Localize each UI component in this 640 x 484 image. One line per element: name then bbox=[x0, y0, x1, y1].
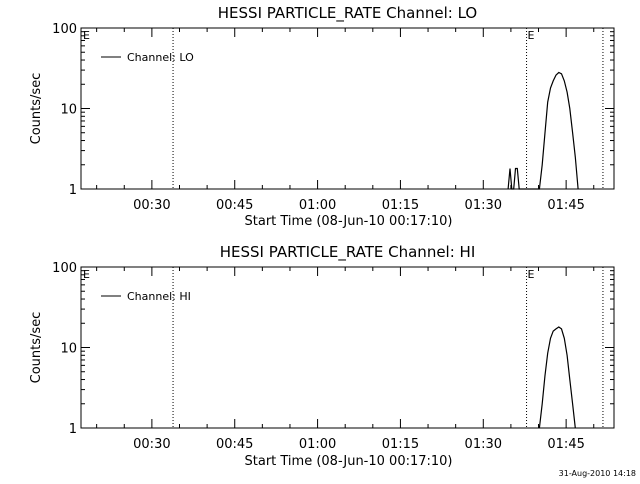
legend-label: Channel: HI bbox=[127, 290, 191, 303]
series-line-hi bbox=[538, 326, 576, 429]
x-tick-label: 01:15 bbox=[382, 437, 419, 452]
x-tick-label: 00:45 bbox=[216, 198, 253, 213]
y-tick-label: 100 bbox=[52, 261, 77, 276]
corner-label: E bbox=[83, 29, 90, 42]
y-tick-label: 100 bbox=[52, 22, 77, 37]
event-marker-label: E bbox=[528, 268, 535, 281]
chart-title: HESSI PARTICLE_RATE Channel: HI bbox=[220, 243, 476, 262]
y-axis-label: Counts/sec bbox=[29, 73, 44, 145]
x-axis-label: Start Time (08-Jun-10 00:17:10) bbox=[245, 214, 453, 229]
x-tick-label: 01:45 bbox=[547, 198, 584, 213]
legend-label: Channel: LO bbox=[127, 51, 194, 64]
series-line-lo bbox=[507, 71, 579, 190]
x-tick-label: 01:00 bbox=[299, 198, 336, 213]
y-axis-label: Counts/sec bbox=[29, 312, 44, 384]
x-tick-label: 01:30 bbox=[465, 437, 502, 452]
x-tick-label: 00:30 bbox=[133, 198, 170, 213]
event-marker-label: E bbox=[528, 29, 535, 42]
panel-lo: HESSI PARTICLE_RATE Channel: LO 00:30 00:4… bbox=[29, 4, 615, 229]
y-tick-label: 10 bbox=[60, 342, 77, 357]
footer-timestamp: 31-Aug-2010 14:18 bbox=[559, 469, 636, 478]
x-tick-label: 01:15 bbox=[382, 198, 419, 213]
x-tick-label: 00:45 bbox=[216, 437, 253, 452]
x-tick-label: 01:00 bbox=[299, 437, 336, 452]
chart-title: HESSI PARTICLE_RATE Channel: LO bbox=[218, 4, 477, 23]
x-tick-label: 01:45 bbox=[547, 437, 584, 452]
y-tick-label: 1 bbox=[69, 183, 77, 198]
corner-label: E bbox=[83, 268, 90, 281]
y-tick-label: 10 bbox=[60, 103, 77, 118]
y-tick-label: 1 bbox=[69, 422, 77, 437]
x-axis-label: Start Time (08-Jun-10 00:17:10) bbox=[245, 454, 453, 469]
x-tick-label: 01:30 bbox=[465, 198, 502, 213]
panel-hi: HESSI PARTICLE_RATE Channel: HI 00:30 00:4… bbox=[29, 243, 615, 469]
x-tick-label: 00:30 bbox=[133, 437, 170, 452]
